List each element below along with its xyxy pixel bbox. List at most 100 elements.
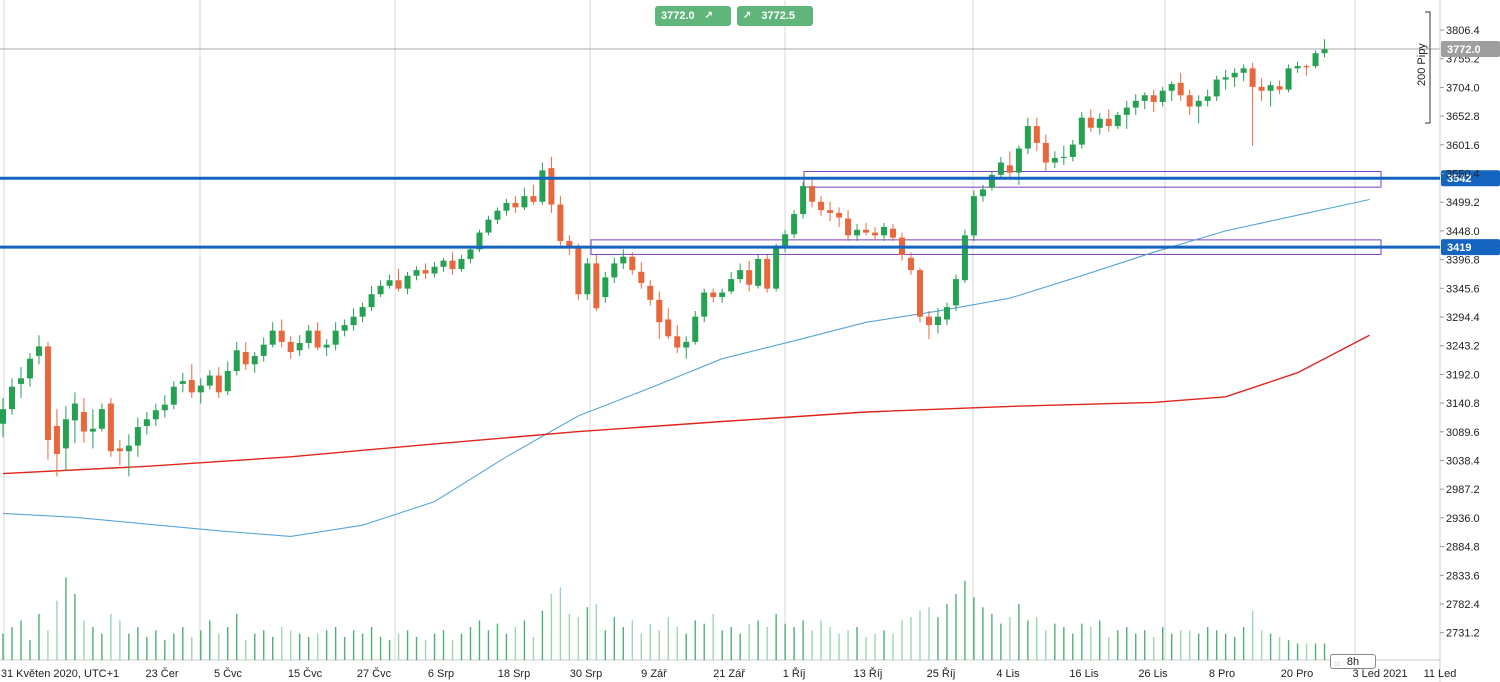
candle-44 [395,269,402,292]
candle-body [934,316,941,326]
candle-85 [764,255,771,293]
candle-27 [242,341,249,370]
candle-body [386,280,393,286]
price-tick-10: 3294.4 [1446,312,1480,324]
time-label-2: 5 Čvc [214,667,243,680]
sell-button[interactable]: 3772.0 ↗ [655,6,731,26]
candle-146 [1312,50,1319,69]
level-tag-0 [1441,170,1500,187]
buy-button[interactable]: ↗ 3772.5 [737,6,813,26]
zone-rectangles[interactable] [590,170,1382,255]
price-tick-7: 3448.0 [1446,226,1480,238]
candle-body [1006,165,1013,173]
candle-78 [701,288,708,323]
candle-body [943,307,950,320]
candle-body [35,346,42,356]
price-tick-6: 3499.2 [1446,197,1480,209]
time-axis: 31 Květen 2020, UTC+1 23 Čer 5 Čvc 15 Čvc 27… [1,667,1457,680]
measure-bracket [1425,11,1431,124]
candle-body [961,235,968,281]
measure-tool[interactable]: 200 Pipy [1416,11,1431,124]
candle-body [1204,96,1211,101]
time-label-9: 21 Zář [713,668,745,680]
time-label-11: 13 Říj [854,667,883,680]
candle-115 [1033,117,1040,152]
candle-body [1087,117,1094,128]
candle-79 [710,288,717,303]
candle-body [458,258,465,270]
candle-125 [1123,100,1130,129]
candle-2 [17,367,24,398]
time-label-17: 20 Pro [1281,668,1313,680]
level-label-0: 3542 [1447,173,1471,185]
candle-70 [629,252,636,275]
candle-75 [674,325,681,354]
candle-47 [422,263,429,280]
candle-9 [80,397,87,443]
candle-body [1123,107,1130,115]
candle-109 [979,184,986,202]
price-tick-14: 3089.6 [1446,427,1480,439]
candle-43 [386,274,393,289]
candle-body [1168,84,1175,91]
ma-long-line [2,334,1370,475]
candle-96 [863,223,870,236]
candle-41 [368,285,375,312]
candle-body [1177,82,1184,96]
time-label-5: 6 Srp [428,668,454,680]
candle-130 [1168,81,1175,101]
horizontal-levels[interactable]: 3542 3419 [0,170,1500,256]
candle-51 [458,255,465,272]
time-label-14: 16 Lis [1069,668,1099,680]
candle-body [845,218,852,236]
candle-66 [593,255,600,312]
candle-132 [1186,89,1193,115]
timeframe-selector[interactable]: ⁙ 8h [1330,654,1376,669]
candle-body [422,270,429,274]
candle-body [71,403,78,421]
candle-body [152,410,159,420]
candle-57 [512,196,519,213]
candle-107 [961,229,968,284]
candle-body [296,343,303,351]
grip-icon: ⁙ [1334,660,1341,669]
candle-body [548,168,555,205]
candle-body [1222,77,1229,80]
candle-body [431,266,438,274]
candle-28 [251,351,258,373]
candle-body [1240,68,1247,73]
chart-grid [0,0,1441,682]
candle-147 [1321,39,1328,58]
candle-18 [161,395,168,418]
candle-20 [179,372,186,393]
timeframe-label: 8h [1346,656,1360,668]
price-tick-5: 3550.4 [1446,169,1480,181]
candle-29 [260,337,267,362]
price-axis: 3806.4 3755.2 3704.0 3652.8 3601.6 3550.4 3499… [1440,25,1500,640]
candle-body [404,275,411,289]
time-label-6: 18 Srp [498,668,530,680]
candle-39 [350,308,357,331]
candle-59 [530,184,537,205]
candle-121 [1087,109,1094,132]
candle-body [1285,68,1292,90]
candle-body [890,228,897,238]
candle-119 [1069,140,1076,162]
candle-body [1303,66,1310,68]
candle-15 [134,417,141,457]
candle-body [98,409,105,429]
candle-body [62,419,69,449]
candle-body [593,263,600,309]
price-tick-21: 2731.2 [1446,628,1480,640]
candle-body [476,232,483,250]
candle-3 [26,353,33,387]
candle-body [260,344,267,356]
candle-body [809,186,816,202]
price-tick-4: 3601.6 [1446,140,1480,152]
candle-body [764,258,771,289]
candle-140 [1258,78,1265,101]
candle-64 [575,243,582,300]
candle-body [143,419,150,426]
candle-120 [1078,112,1085,149]
